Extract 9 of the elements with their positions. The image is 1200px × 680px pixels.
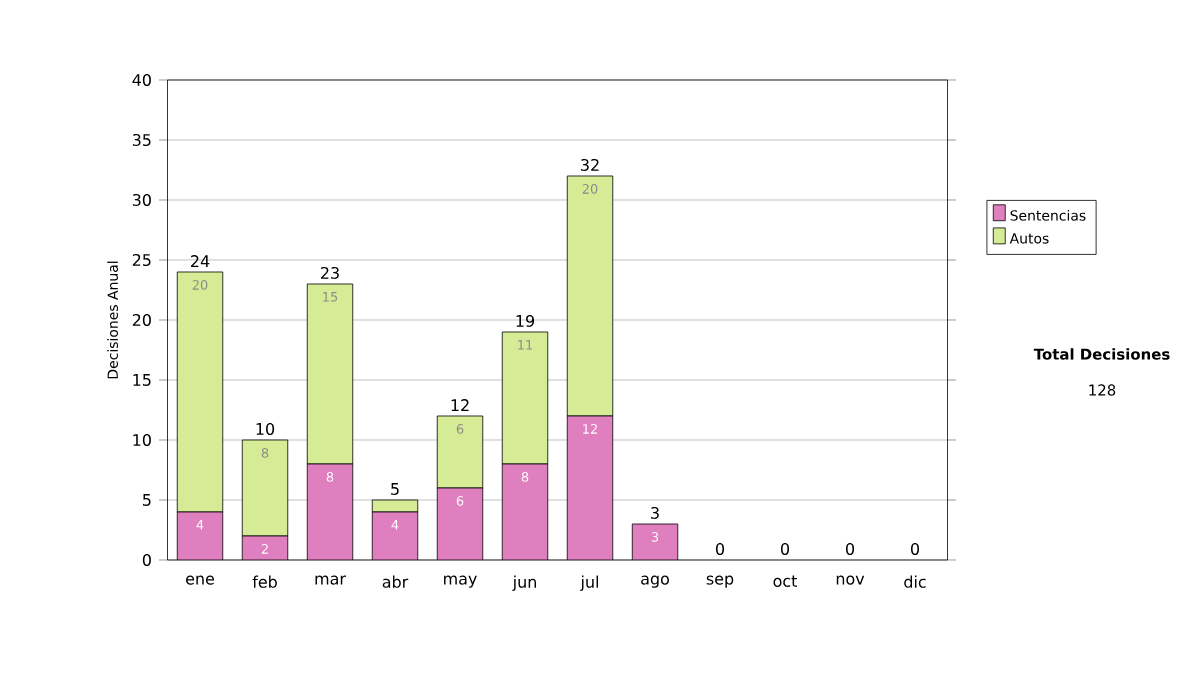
- bar: [371, 499, 419, 513]
- bar: [241, 439, 289, 537]
- bar: [566, 415, 614, 560]
- bar: [631, 523, 679, 560]
- bar: [176, 511, 224, 560]
- bar: [306, 463, 354, 560]
- bar: [371, 511, 419, 560]
- bar: [501, 463, 549, 560]
- bar: [436, 487, 484, 560]
